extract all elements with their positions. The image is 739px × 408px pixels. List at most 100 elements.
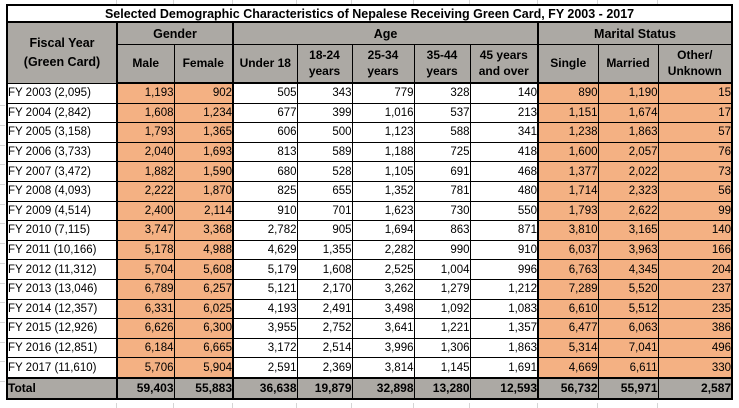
- gridline-stub: [173, 403, 174, 408]
- data-cell: 6,611: [597, 357, 659, 379]
- gridline-stub: [469, 0, 470, 4]
- total-label-cell: Total: [6, 376, 118, 400]
- data-cell: 1,221: [413, 318, 471, 339]
- data-cell: 2,057: [597, 141, 659, 163]
- gridline-stub: [469, 403, 470, 408]
- data-cell: 588: [413, 122, 471, 143]
- data-cell: 55,971: [597, 376, 659, 400]
- data-cell: 2,400: [116, 200, 175, 222]
- fiscal-year-cell: FY 2008 (4,093): [6, 180, 118, 202]
- data-cell: 5,179: [232, 259, 298, 280]
- data-cell: 6,063: [597, 318, 659, 339]
- data-cell: 3,165: [597, 220, 659, 241]
- column-header-male: Male: [116, 44, 175, 84]
- data-cell: 537: [413, 102, 471, 124]
- data-cell: 1,092: [413, 298, 471, 320]
- data-cell: 57: [657, 122, 733, 143]
- data-cell: 1,016: [351, 102, 415, 124]
- gridline-stub: [537, 0, 538, 4]
- table-row: FY 2008 (4,093) 2,222 1,870 825 655 1,352 781 4…: [6, 180, 733, 202]
- data-cell: 5,178: [116, 239, 175, 261]
- data-cell: 36,638: [232, 376, 298, 400]
- gridline-stub: [116, 0, 117, 4]
- gridline-stub: [0, 145, 5, 146]
- data-cell: 2,525: [351, 259, 415, 280]
- data-cell: 2,369: [296, 357, 353, 379]
- data-cell: 2,040: [116, 141, 175, 163]
- data-cell: 1,234: [173, 102, 234, 124]
- fiscal-year-cell: FY 2009 (4,514): [6, 200, 118, 222]
- data-cell: 2,514: [296, 337, 353, 359]
- data-cell: 1,863: [597, 122, 659, 143]
- data-cell: 5,314: [537, 337, 599, 359]
- column-header-married: Married: [597, 44, 659, 84]
- column-header-35-44: 35-44 years: [413, 44, 471, 84]
- data-cell: 871: [469, 220, 539, 241]
- data-cell: 528: [296, 161, 353, 182]
- data-cell: 589: [296, 141, 353, 163]
- data-cell: 99: [657, 200, 733, 222]
- fiscal-year-cell: FY 2017 (11,610): [6, 357, 118, 379]
- data-cell: 237: [657, 278, 733, 300]
- data-cell: 5,608: [173, 259, 234, 280]
- data-cell: 2,752: [296, 318, 353, 339]
- data-cell: 328: [413, 82, 471, 104]
- data-cell: 6,257: [173, 278, 234, 300]
- fiscal-year-cell: FY 2013 (13,046): [6, 278, 118, 300]
- fiscal-year-cell: FY 2012 (11,312): [6, 259, 118, 280]
- data-cell: 7,289: [537, 278, 599, 300]
- data-cell: 56,732: [537, 376, 599, 400]
- data-cell: 730: [413, 200, 471, 222]
- data-cell: 1,623: [351, 200, 415, 222]
- gridline-stub: [413, 403, 414, 408]
- data-cell: 1,793: [116, 122, 175, 143]
- data-cell: 905: [296, 220, 353, 241]
- data-cell: 32,898: [351, 376, 415, 400]
- group-header-age: Age: [232, 21, 539, 45]
- data-cell: 1,694: [351, 220, 415, 241]
- data-cell: 5,704: [116, 259, 175, 280]
- data-cell: 691: [413, 161, 471, 182]
- data-cell: 3,641: [351, 318, 415, 339]
- data-cell: 1,870: [173, 180, 234, 202]
- gridline-stub: [0, 263, 5, 264]
- table-row: FY 2016 (12,851) 6,184 6,665 3,172 2,514 3,99…: [6, 337, 733, 359]
- data-cell: 1,377: [537, 161, 599, 182]
- data-cell: 4,629: [232, 239, 298, 261]
- gridline-stub: [0, 243, 5, 244]
- data-cell: 3,262: [351, 278, 415, 300]
- data-cell: 59,403: [116, 376, 175, 400]
- data-cell: 701: [296, 200, 353, 222]
- data-cell: 2,022: [597, 161, 659, 182]
- data-cell: 6,665: [173, 337, 234, 359]
- data-cell: 6,477: [537, 318, 599, 339]
- group-header-marital-status: Marital Status: [537, 21, 733, 45]
- data-cell: 2,114: [173, 200, 234, 222]
- data-cell: 12,593: [469, 376, 539, 400]
- data-cell: 1,145: [413, 357, 471, 379]
- data-cell: 1,105: [351, 161, 415, 182]
- gridline-stub: [657, 403, 658, 408]
- data-cell: 1,151: [537, 102, 599, 124]
- column-header-45-over: 45 years and over: [469, 44, 539, 84]
- data-cell: 73: [657, 161, 733, 182]
- data-cell: 779: [351, 82, 415, 104]
- data-cell: 204: [657, 259, 733, 280]
- data-cell: 1,083: [469, 298, 539, 320]
- gridline-stub: [296, 0, 297, 4]
- data-cell: 2,222: [116, 180, 175, 202]
- data-cell: 1,608: [296, 259, 353, 280]
- column-header-female: Female: [173, 44, 234, 84]
- data-cell: 1,355: [296, 239, 353, 261]
- data-cell: 990: [413, 239, 471, 261]
- fiscal-year-cell: FY 2006 (3,733): [6, 141, 118, 163]
- data-cell: 1,190: [597, 82, 659, 104]
- data-cell: 606: [232, 122, 298, 143]
- gridline-stub: [597, 403, 598, 408]
- demographics-table: Selected Demographic Characteristics of …: [5, 4, 734, 400]
- gridline-stub: [597, 0, 598, 4]
- data-cell: 6,789: [116, 278, 175, 300]
- data-cell: 996: [469, 259, 539, 280]
- fiscal-year-cell: FY 2011 (10,166): [6, 239, 118, 261]
- data-cell: 386: [657, 318, 733, 339]
